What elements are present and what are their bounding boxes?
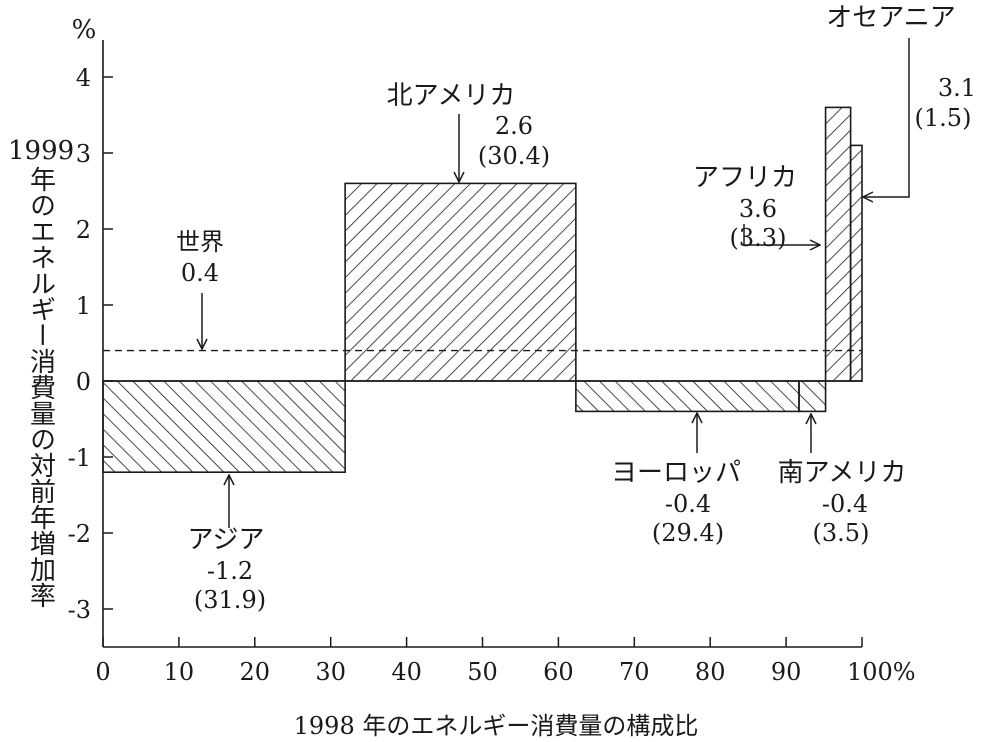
- y-tick-label: 3: [76, 140, 91, 168]
- y-axis-label-year: 1999: [8, 136, 75, 166]
- y-tick-label: 4: [76, 64, 91, 92]
- oceania-arrow: [863, 38, 910, 197]
- north-america-share-label: (30.4): [478, 142, 550, 170]
- x-tick-label: 70: [619, 658, 650, 686]
- y-tick-label: -2: [68, 520, 91, 548]
- bars: [102, 106, 863, 473]
- asia-share-label: (31.9): [194, 586, 266, 614]
- x-axis-label: 1998 年のエネルギー消費量の構成比: [293, 712, 699, 740]
- africa-share-label: (3.3): [730, 224, 787, 252]
- bar: [344, 182, 577, 382]
- y-tick-label: 0: [76, 368, 91, 396]
- world-label: 世界: [176, 228, 224, 256]
- x-tick-label: 90: [771, 658, 802, 686]
- africa-name-label: アフリカ: [693, 163, 797, 193]
- y-ticks: 4 3 2 1 0 -1 -2 -3: [68, 64, 113, 624]
- x-tick-label: 40: [391, 658, 422, 686]
- africa-arrow: [743, 224, 820, 245]
- south-america-value-label: -0.4: [822, 490, 868, 518]
- x-tick-label: 30: [315, 658, 346, 686]
- y-axis-label: 1999 年のエネルギー消費量の対前年増加率: [8, 136, 75, 608]
- north-america-value-label: 2.6: [495, 112, 533, 140]
- north-america-name-label: 北アメリカ: [387, 81, 516, 111]
- x-tick-label: 0: [95, 658, 110, 686]
- x-tick-label: 20: [240, 658, 271, 686]
- bar: [575, 380, 800, 413]
- y-tick-label: -3: [68, 596, 91, 624]
- x-tick-label: 80: [695, 658, 726, 686]
- annotations: 世界 0.4 アジア -1.2 (31.9) 北アメリカ 2.6 (30.4) …: [176, 3, 976, 614]
- europe-name-label: ヨーロッパ: [611, 458, 741, 488]
- y-tick-label: 1: [76, 292, 91, 320]
- europe-share-label: (29.4): [652, 519, 724, 547]
- y-axis-label-text: 年のエネルギー消費量の対前年増加率: [25, 166, 56, 608]
- asia-value-label: -1.2: [207, 557, 253, 585]
- bar: [824, 106, 852, 382]
- bar: [102, 380, 346, 473]
- x-ticks: 0 10 20 30 40 50 60 70 80 90 100%: [95, 637, 916, 686]
- y-unit-label: %: [72, 15, 97, 45]
- europe-value-label: -0.4: [665, 490, 711, 518]
- x-tick-label: 100%: [847, 658, 916, 686]
- oceania-share-label: (1.5): [915, 104, 972, 132]
- x-tick-label: 50: [467, 658, 498, 686]
- x-tick-label: 10: [164, 658, 195, 686]
- asia-name-label: アジア: [188, 525, 265, 555]
- south-america-name-label: 南アメリカ: [778, 458, 907, 488]
- y-tick-label: 2: [76, 216, 91, 244]
- bar: [798, 380, 827, 413]
- oceania-value-label: 3.1: [938, 74, 976, 102]
- x-tick-label: 60: [543, 658, 574, 686]
- world-value-label: 0.4: [181, 259, 219, 287]
- south-america-share-label: (3.5): [813, 519, 870, 547]
- oceania-name-label: オセアニア: [826, 3, 955, 33]
- africa-value-label: 3.6: [739, 195, 777, 223]
- bar: [849, 144, 863, 382]
- y-tick-label: -1: [68, 444, 91, 472]
